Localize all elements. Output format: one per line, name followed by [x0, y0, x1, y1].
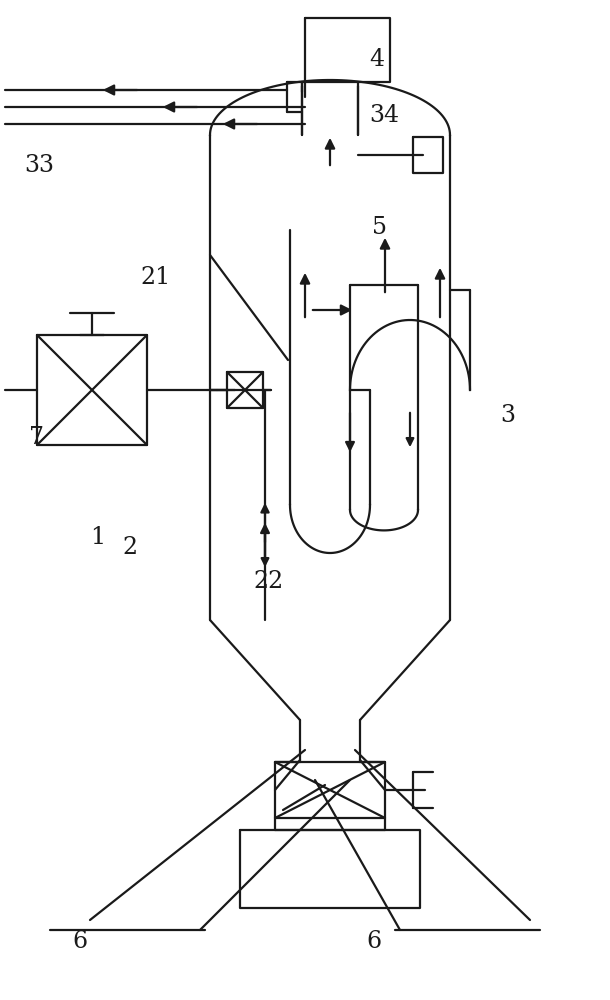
Text: 2: 2	[122, 536, 137, 560]
Text: 3: 3	[500, 403, 515, 426]
Text: 5: 5	[372, 217, 387, 239]
Text: 21: 21	[140, 266, 171, 290]
Text: 22: 22	[253, 570, 284, 593]
Text: 6: 6	[72, 930, 87, 954]
Text: 34: 34	[369, 104, 399, 126]
Text: 1: 1	[90, 526, 106, 550]
Text: 4: 4	[369, 48, 384, 72]
Text: 6: 6	[366, 930, 381, 954]
Text: 33: 33	[24, 153, 54, 176]
Text: 7: 7	[29, 426, 45, 450]
